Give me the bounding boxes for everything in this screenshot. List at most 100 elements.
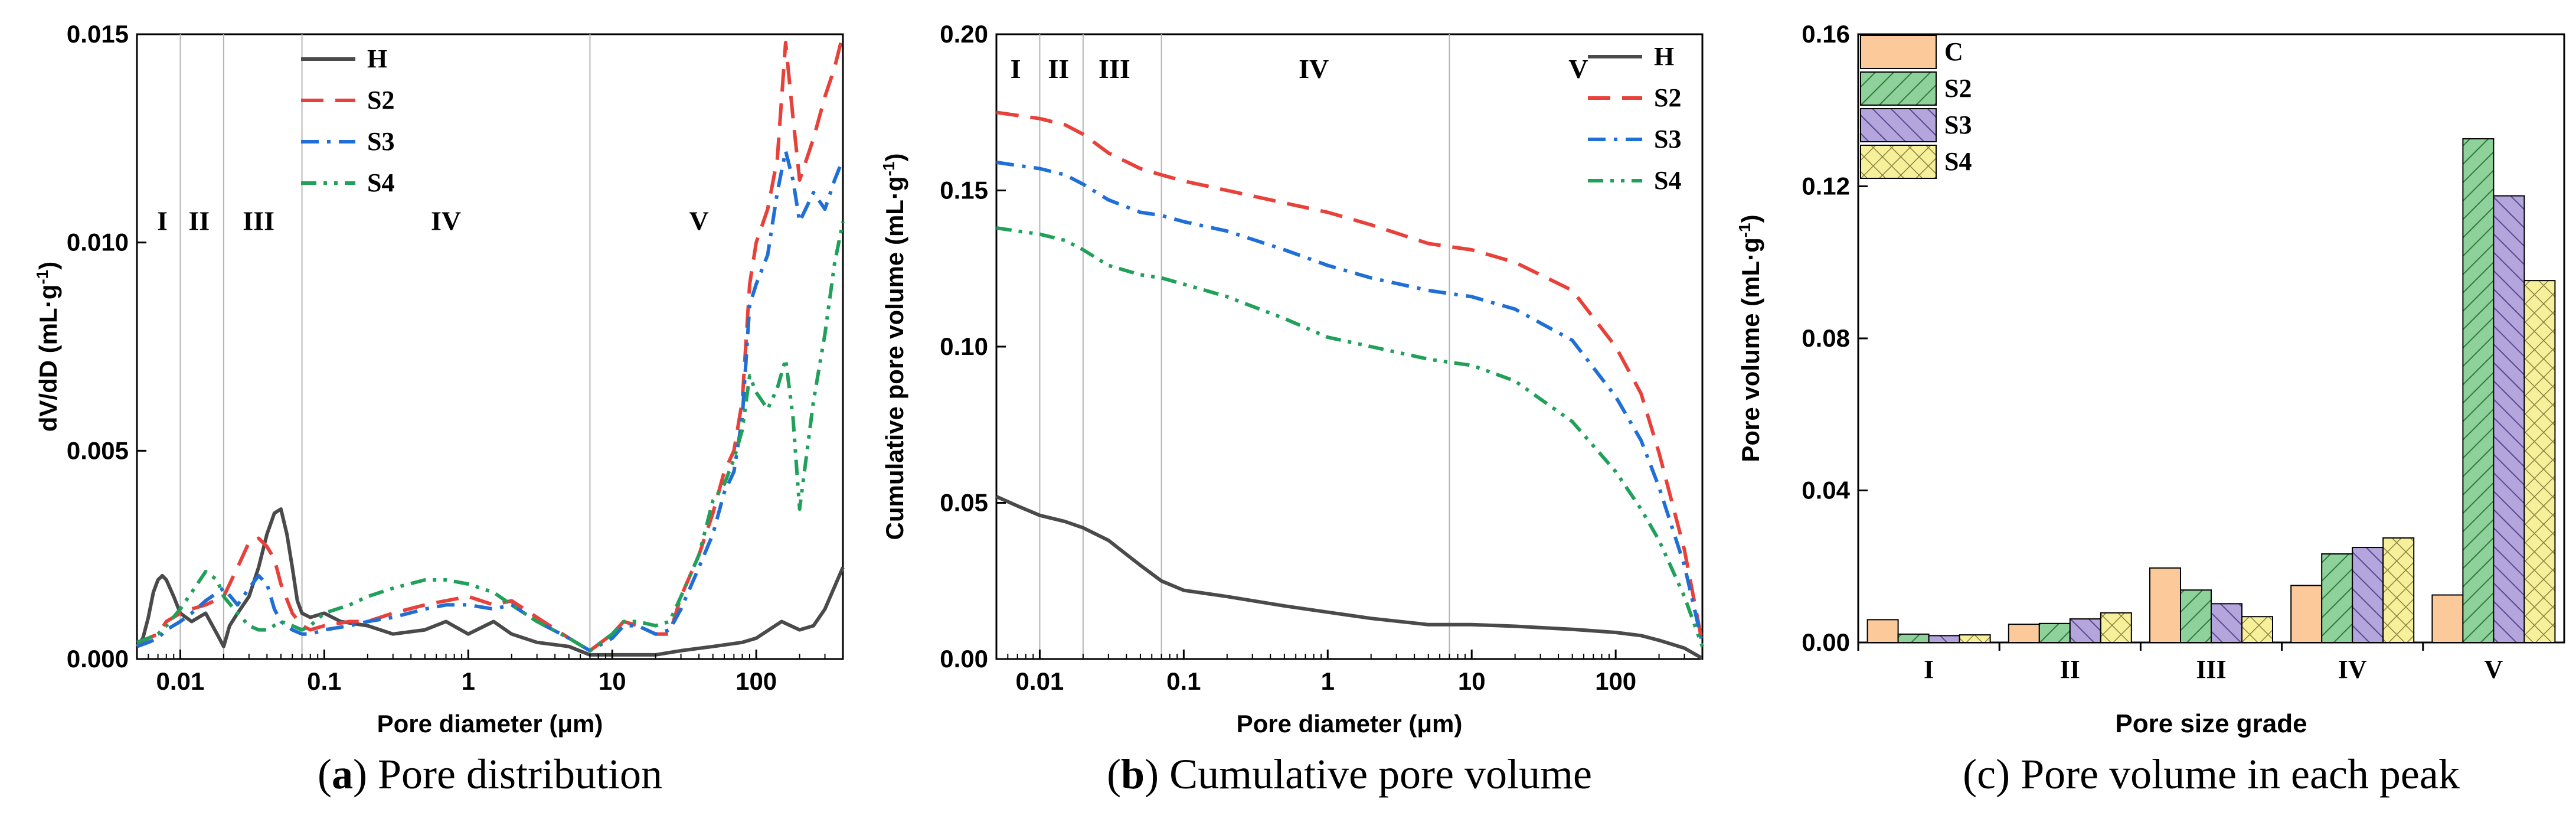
bar-s2-iv bbox=[2321, 553, 2353, 643]
x-tick-label: 100 bbox=[735, 667, 777, 695]
series-line-s3 bbox=[996, 160, 1704, 644]
x-tick-label: II bbox=[2060, 655, 2080, 684]
legend-label-s3: S3 bbox=[1944, 110, 1972, 139]
panel-b-cumulative-volume: I II III IV V 0.01 0.1 1 10 100 0.000.050.100.15… bbox=[880, 20, 1704, 738]
panel-a-frame bbox=[136, 33, 844, 660]
legend-label-s4: S4 bbox=[1654, 166, 1681, 195]
bar-s3-iv bbox=[2352, 547, 2384, 643]
legend-swatch-s4 bbox=[1860, 145, 1937, 179]
panel-c-y-axis: 0.00 0.04 0.08 0.12 0.16 bbox=[1802, 20, 1868, 656]
y-tick-label: 0.08 bbox=[1802, 324, 1850, 352]
y-tick-label: 0.16 bbox=[1802, 20, 1850, 48]
legend-label-s2: S2 bbox=[1944, 74, 1972, 103]
series-line-s2 bbox=[136, 34, 845, 653]
y-tick-label: 0.010 bbox=[67, 229, 129, 256]
panel-b-region-labels: I II III IV V bbox=[1011, 54, 1588, 84]
panel-a-x-axis: 0.01 0.1 1 10 100 bbox=[136, 650, 844, 695]
panel-a-legend: H S2 S3 S4 bbox=[301, 44, 394, 197]
legend-swatch-s2 bbox=[1860, 71, 1937, 106]
region-label-iv: IV bbox=[1299, 54, 1329, 84]
bar-s2-v bbox=[2462, 138, 2495, 643]
panel-b-x-axis: 0.01 0.1 1 10 100 bbox=[996, 650, 1703, 695]
panel-b-series bbox=[995, 110, 1704, 660]
bar-s3-iii bbox=[2211, 603, 2242, 644]
region-label-iv: IV bbox=[431, 206, 461, 236]
bar-s4-v bbox=[2523, 280, 2556, 643]
bar-s2-i bbox=[1897, 633, 1930, 644]
x-tick-label: 1 bbox=[1321, 667, 1335, 695]
panel-a-pore-distribution: I II III IV V 0.01 0.1 1 10 100 0.0000.0050.0100… bbox=[33, 20, 845, 738]
bar-s3-ii bbox=[2069, 618, 2101, 644]
x-tick-label: IV bbox=[2338, 655, 2367, 684]
legend-label-h: H bbox=[367, 44, 387, 73]
panel-a-y-label: dV/dD (mL·g-1) bbox=[33, 262, 63, 432]
caption-c-letter: c bbox=[1977, 751, 1996, 798]
panel-b-region-lines bbox=[1039, 34, 1450, 659]
panel-c-x-axis: I II III IV V bbox=[1857, 642, 2503, 684]
y-tick-label: 0.000 bbox=[67, 645, 129, 673]
y-tick-label: 0.04 bbox=[1802, 477, 1850, 504]
legend-label-s3: S3 bbox=[367, 127, 394, 156]
y-tick-label: 0.12 bbox=[1802, 172, 1850, 200]
bar-s4-ii bbox=[2100, 612, 2132, 643]
legend-swatch-c bbox=[1860, 35, 1937, 69]
panel-a-region-lines bbox=[179, 34, 591, 659]
panel-c-x-label: Pore size grade bbox=[2115, 709, 2307, 738]
panel-a-x-label: Pore diameter (μm) bbox=[377, 710, 603, 738]
series-line-s2 bbox=[996, 110, 1704, 644]
legend-label-s4: S4 bbox=[1944, 147, 1972, 176]
panel-b-y-axis: 0.00 0.05 0.10 0.15 0.20 bbox=[940, 20, 1006, 673]
panel-a-region-labels: I II III IV V bbox=[157, 206, 709, 236]
y-tick-label: 0.005 bbox=[67, 436, 129, 464]
bar-s4-iii bbox=[2241, 616, 2273, 643]
bar-s2-iii bbox=[2180, 589, 2212, 643]
x-tick-label: 100 bbox=[1595, 667, 1636, 695]
x-tick-label: I bbox=[1924, 655, 1934, 684]
x-tick-label: V bbox=[2485, 655, 2503, 684]
legend-label-s2: S2 bbox=[1654, 83, 1681, 112]
region-label-v: V bbox=[689, 206, 708, 236]
panel-a-series bbox=[135, 34, 845, 657]
x-tick-label: 0.1 bbox=[1166, 667, 1201, 695]
region-label-iii: III bbox=[1099, 54, 1130, 84]
caption-c-text: Pore volume in each peak bbox=[2021, 751, 2460, 798]
legend-label-c: C bbox=[1944, 37, 1963, 66]
x-tick-label: III bbox=[2196, 655, 2226, 684]
region-label-i: I bbox=[157, 206, 168, 236]
caption-a: (a) Pore distribution bbox=[318, 751, 662, 798]
x-tick-label: 0.01 bbox=[156, 667, 205, 695]
panel-b-y-label: Cumulative pore volume (mL·g-1) bbox=[880, 154, 909, 540]
panel-c-legend: C S2 S3 S4 bbox=[1860, 35, 1972, 179]
region-label-ii: II bbox=[1048, 54, 1069, 84]
caption-b-letter: b bbox=[1121, 751, 1145, 798]
caption-a-text: Pore distribution bbox=[377, 751, 662, 798]
x-tick-label: 1 bbox=[462, 667, 475, 695]
caption-c: (c) Pore volume in each peak bbox=[1963, 751, 2460, 798]
y-tick-label: 0.00 bbox=[1802, 628, 1850, 656]
legend-label-s4: S4 bbox=[367, 168, 394, 197]
x-tick-label: 10 bbox=[599, 667, 626, 695]
bar-s2-ii bbox=[2038, 622, 2071, 643]
x-tick-label: 0.1 bbox=[307, 667, 341, 695]
legend-label-s3: S3 bbox=[1654, 125, 1681, 154]
legend-label-h: H bbox=[1654, 42, 1674, 71]
region-label-v: V bbox=[1568, 54, 1588, 84]
y-tick-label: 0.10 bbox=[940, 332, 988, 360]
bar-c-iv bbox=[2290, 585, 2323, 643]
panel-b-legend: H S2 S3 S4 bbox=[1588, 42, 1681, 195]
legend-label-s2: S2 bbox=[367, 86, 394, 115]
region-label-i: I bbox=[1011, 54, 1021, 84]
bar-c-ii bbox=[2008, 624, 2040, 643]
y-tick-label: 0.00 bbox=[940, 645, 988, 673]
bar-c-v bbox=[2431, 594, 2464, 643]
x-tick-label: 0.01 bbox=[1016, 667, 1064, 695]
region-label-ii: II bbox=[188, 206, 210, 236]
bar-s4-i bbox=[1959, 634, 1991, 643]
caption-b: (b) Cumulative pore volume bbox=[1107, 751, 1592, 798]
y-tick-label: 0.05 bbox=[940, 489, 988, 517]
y-tick-label: 0.15 bbox=[940, 177, 988, 204]
bar-s3-v bbox=[2493, 195, 2525, 643]
region-label-iii: III bbox=[243, 206, 274, 236]
